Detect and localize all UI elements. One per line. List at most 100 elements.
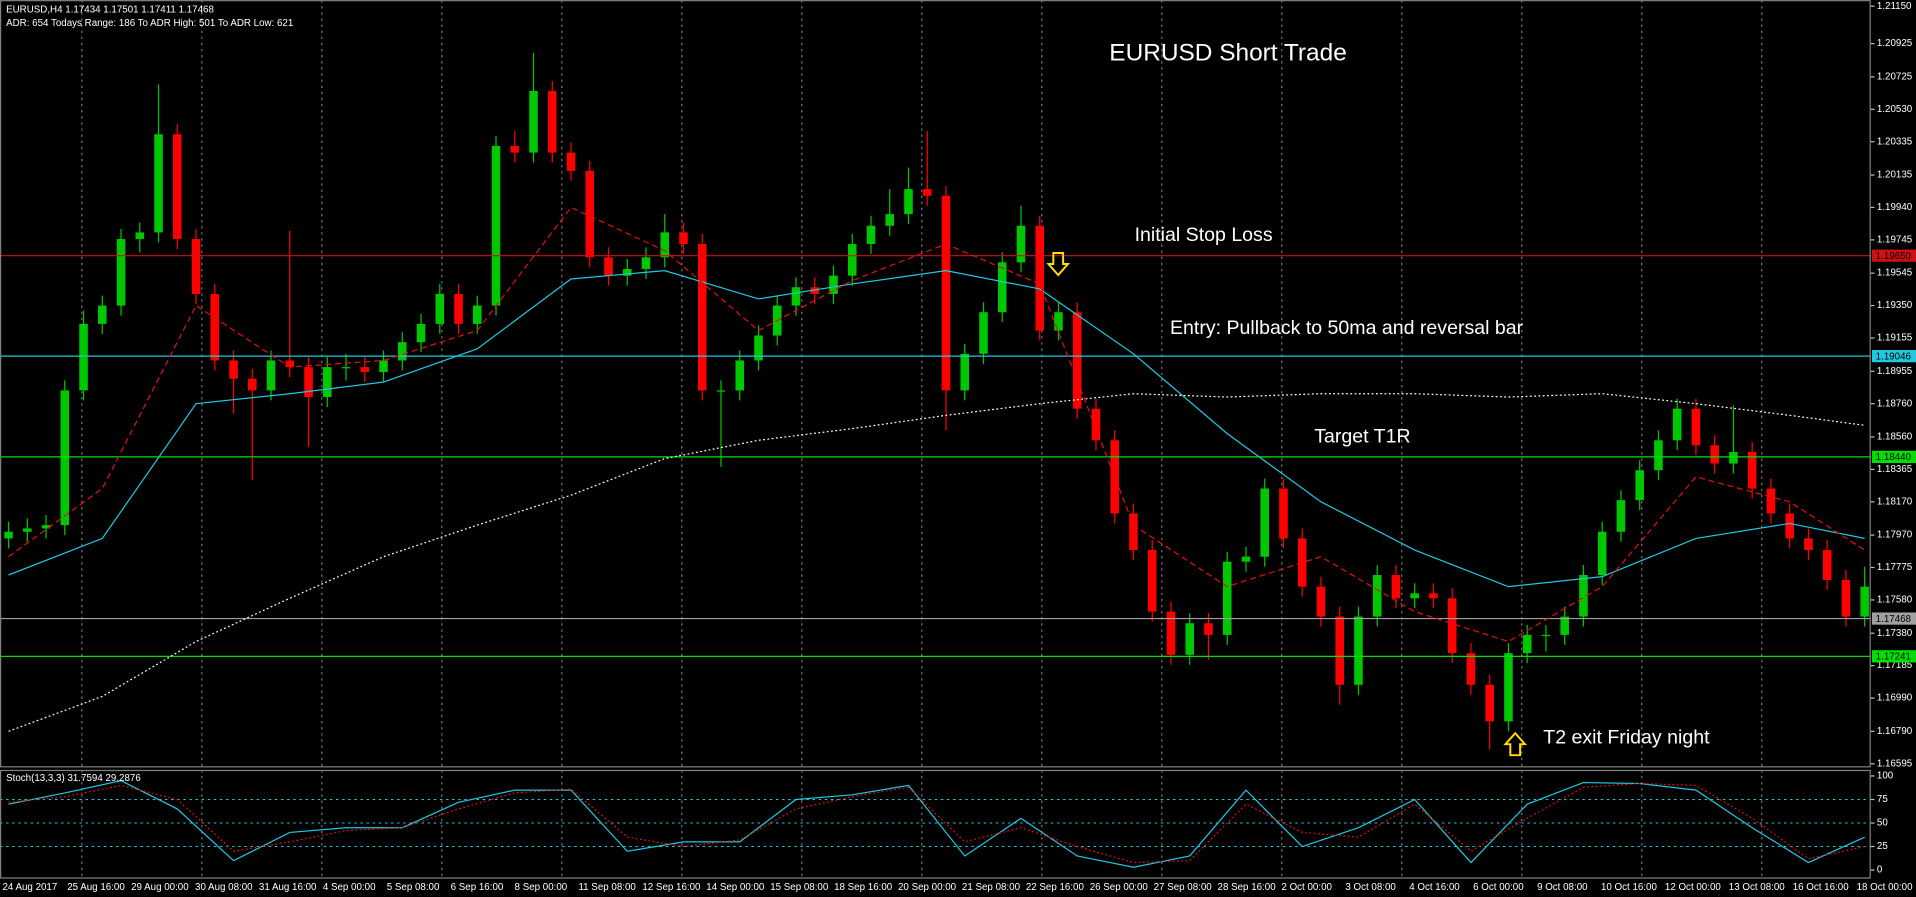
x-tick-label: 27 Sep 08:00 [1154, 882, 1213, 893]
candle-body [154, 134, 163, 233]
x-tick-label: 31 Aug 16:00 [259, 882, 317, 893]
candle-body [1222, 561, 1232, 635]
candle-body [1110, 440, 1120, 514]
candle-body [1747, 451, 1757, 489]
y-tick-label: 50 [1877, 818, 1888, 829]
candle-body [697, 244, 707, 391]
candle-body [41, 525, 51, 529]
price-level-label: 1.19650 [1876, 251, 1912, 262]
candle-body [1729, 451, 1738, 464]
y-tick-label: 100 [1877, 771, 1894, 782]
candle-body [304, 367, 313, 398]
y-tick-label: 1.18955 [1877, 366, 1913, 377]
x-tick-label: 30 Aug 08:00 [195, 882, 253, 893]
candle-body [1316, 586, 1326, 617]
annotation: Target T1R [1314, 426, 1410, 448]
annotation: Entry: Pullback to 50ma and reversal bar [1170, 317, 1524, 339]
candle-body [1035, 225, 1045, 331]
stoch-line [8, 782, 1865, 864]
candle-body [941, 195, 951, 391]
candle-body [98, 305, 107, 324]
price-level-tag [1872, 612, 1916, 625]
x-tick-label: 4 Oct 16:00 [1409, 882, 1460, 893]
price-level-label: 1.17468 [1876, 614, 1911, 625]
y-tick-label: 1.20530 [1877, 104, 1913, 115]
candle-body [1072, 312, 1082, 409]
x-tick-label: 14 Sep 00:00 [706, 882, 765, 893]
candle-body [1766, 488, 1776, 514]
candle-body [960, 353, 970, 391]
candle-body [1822, 550, 1832, 580]
candle-body [866, 225, 876, 245]
y-tick-label: 1.19745 [1877, 234, 1913, 245]
candle-body [229, 360, 238, 379]
candle-body [829, 275, 838, 294]
candle-body [1804, 538, 1813, 551]
x-tick-label: 13 Oct 08:00 [1729, 882, 1785, 893]
candle-body [1466, 653, 1476, 685]
x-tick-label: 9 Oct 08:00 [1537, 882, 1588, 893]
candle-body [191, 239, 201, 294]
candle-body [1785, 513, 1794, 539]
candle-body [529, 91, 538, 153]
x-tick-label: 2 Oct 00:00 [1281, 882, 1332, 893]
candle-body [1635, 470, 1644, 501]
candle-body [510, 145, 520, 153]
candle-body [1410, 593, 1419, 599]
candle-body [885, 214, 895, 226]
adr-header: ADR: 654 Todays Range: 186 To ADR High: … [6, 18, 293, 29]
y-tick-label: 1.18170 [1877, 496, 1913, 507]
candle-body [1654, 440, 1663, 471]
y-tick-label: 1.16595 [1877, 758, 1913, 769]
candle-body [435, 293, 445, 324]
moving-average [8, 393, 1865, 732]
y-tick-label: 1.17775 [1877, 562, 1913, 573]
candle-body [847, 244, 857, 276]
annotation: T2 exit Friday night [1543, 726, 1710, 748]
x-tick-label: 3 Oct 08:00 [1345, 882, 1396, 893]
candle-body [1522, 634, 1532, 654]
candle-body [1447, 598, 1457, 654]
candle-body [1860, 586, 1869, 617]
x-tick-label: 18 Sep 16:00 [834, 882, 893, 893]
x-tick-label: 8 Sep 00:00 [515, 882, 568, 893]
candle-body [1841, 579, 1851, 617]
x-tick-label: 6 Sep 16:00 [451, 882, 504, 893]
candle-body [4, 531, 13, 539]
plot [0, 52, 1871, 868]
candle-body [1204, 623, 1213, 635]
candle-body [173, 134, 182, 240]
y-tick-label: 1.21150 [1877, 1, 1912, 12]
candle-body [1372, 574, 1382, 617]
candle-body [1091, 408, 1101, 441]
y-tick-label: 1.17380 [1877, 628, 1913, 639]
candle-body [585, 170, 595, 258]
x-tick-label: 15 Sep 08:00 [770, 882, 829, 893]
y-tick-label: 1.18560 [1877, 432, 1913, 443]
candle-body [754, 335, 763, 361]
candle-body [491, 145, 501, 306]
x-tick-label: 29 Aug 00:00 [131, 882, 189, 893]
main-frame [0, 0, 1871, 768]
x-tick-label: 28 Sep 16:00 [1218, 882, 1277, 893]
candle-body [472, 305, 482, 324]
candle-body [1185, 623, 1195, 655]
stoch-line [8, 780, 1865, 868]
candle-body [660, 232, 670, 258]
candle-body [997, 262, 1007, 313]
grid [0, 0, 1871, 878]
candle-body [1616, 500, 1626, 532]
price-level-label: 1.18440 [1876, 452, 1912, 463]
price-level-label: 1.17241 [1876, 652, 1911, 663]
candle-body [1541, 634, 1551, 637]
x-tick-label: 22 Sep 16:00 [1026, 882, 1085, 893]
candle-body [1485, 684, 1494, 722]
y-tick-label: 1.19350 [1877, 300, 1913, 311]
x-tick-label: 12 Oct 00:00 [1665, 882, 1721, 893]
candle-body [1279, 488, 1288, 539]
y-tick-label: 1.16790 [1877, 726, 1913, 737]
candle-body [210, 293, 220, 361]
x-tick-label: 5 Sep 08:00 [387, 882, 440, 893]
